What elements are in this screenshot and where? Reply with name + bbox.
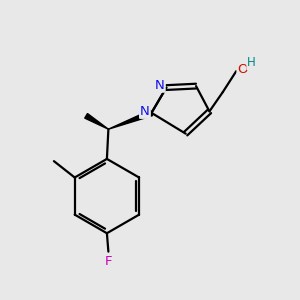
Polygon shape	[108, 110, 152, 129]
Polygon shape	[85, 113, 108, 129]
Text: N: N	[155, 79, 165, 92]
Text: F: F	[105, 255, 112, 268]
Text: N: N	[140, 105, 150, 118]
Text: O: O	[238, 63, 248, 76]
Text: H: H	[247, 56, 256, 69]
